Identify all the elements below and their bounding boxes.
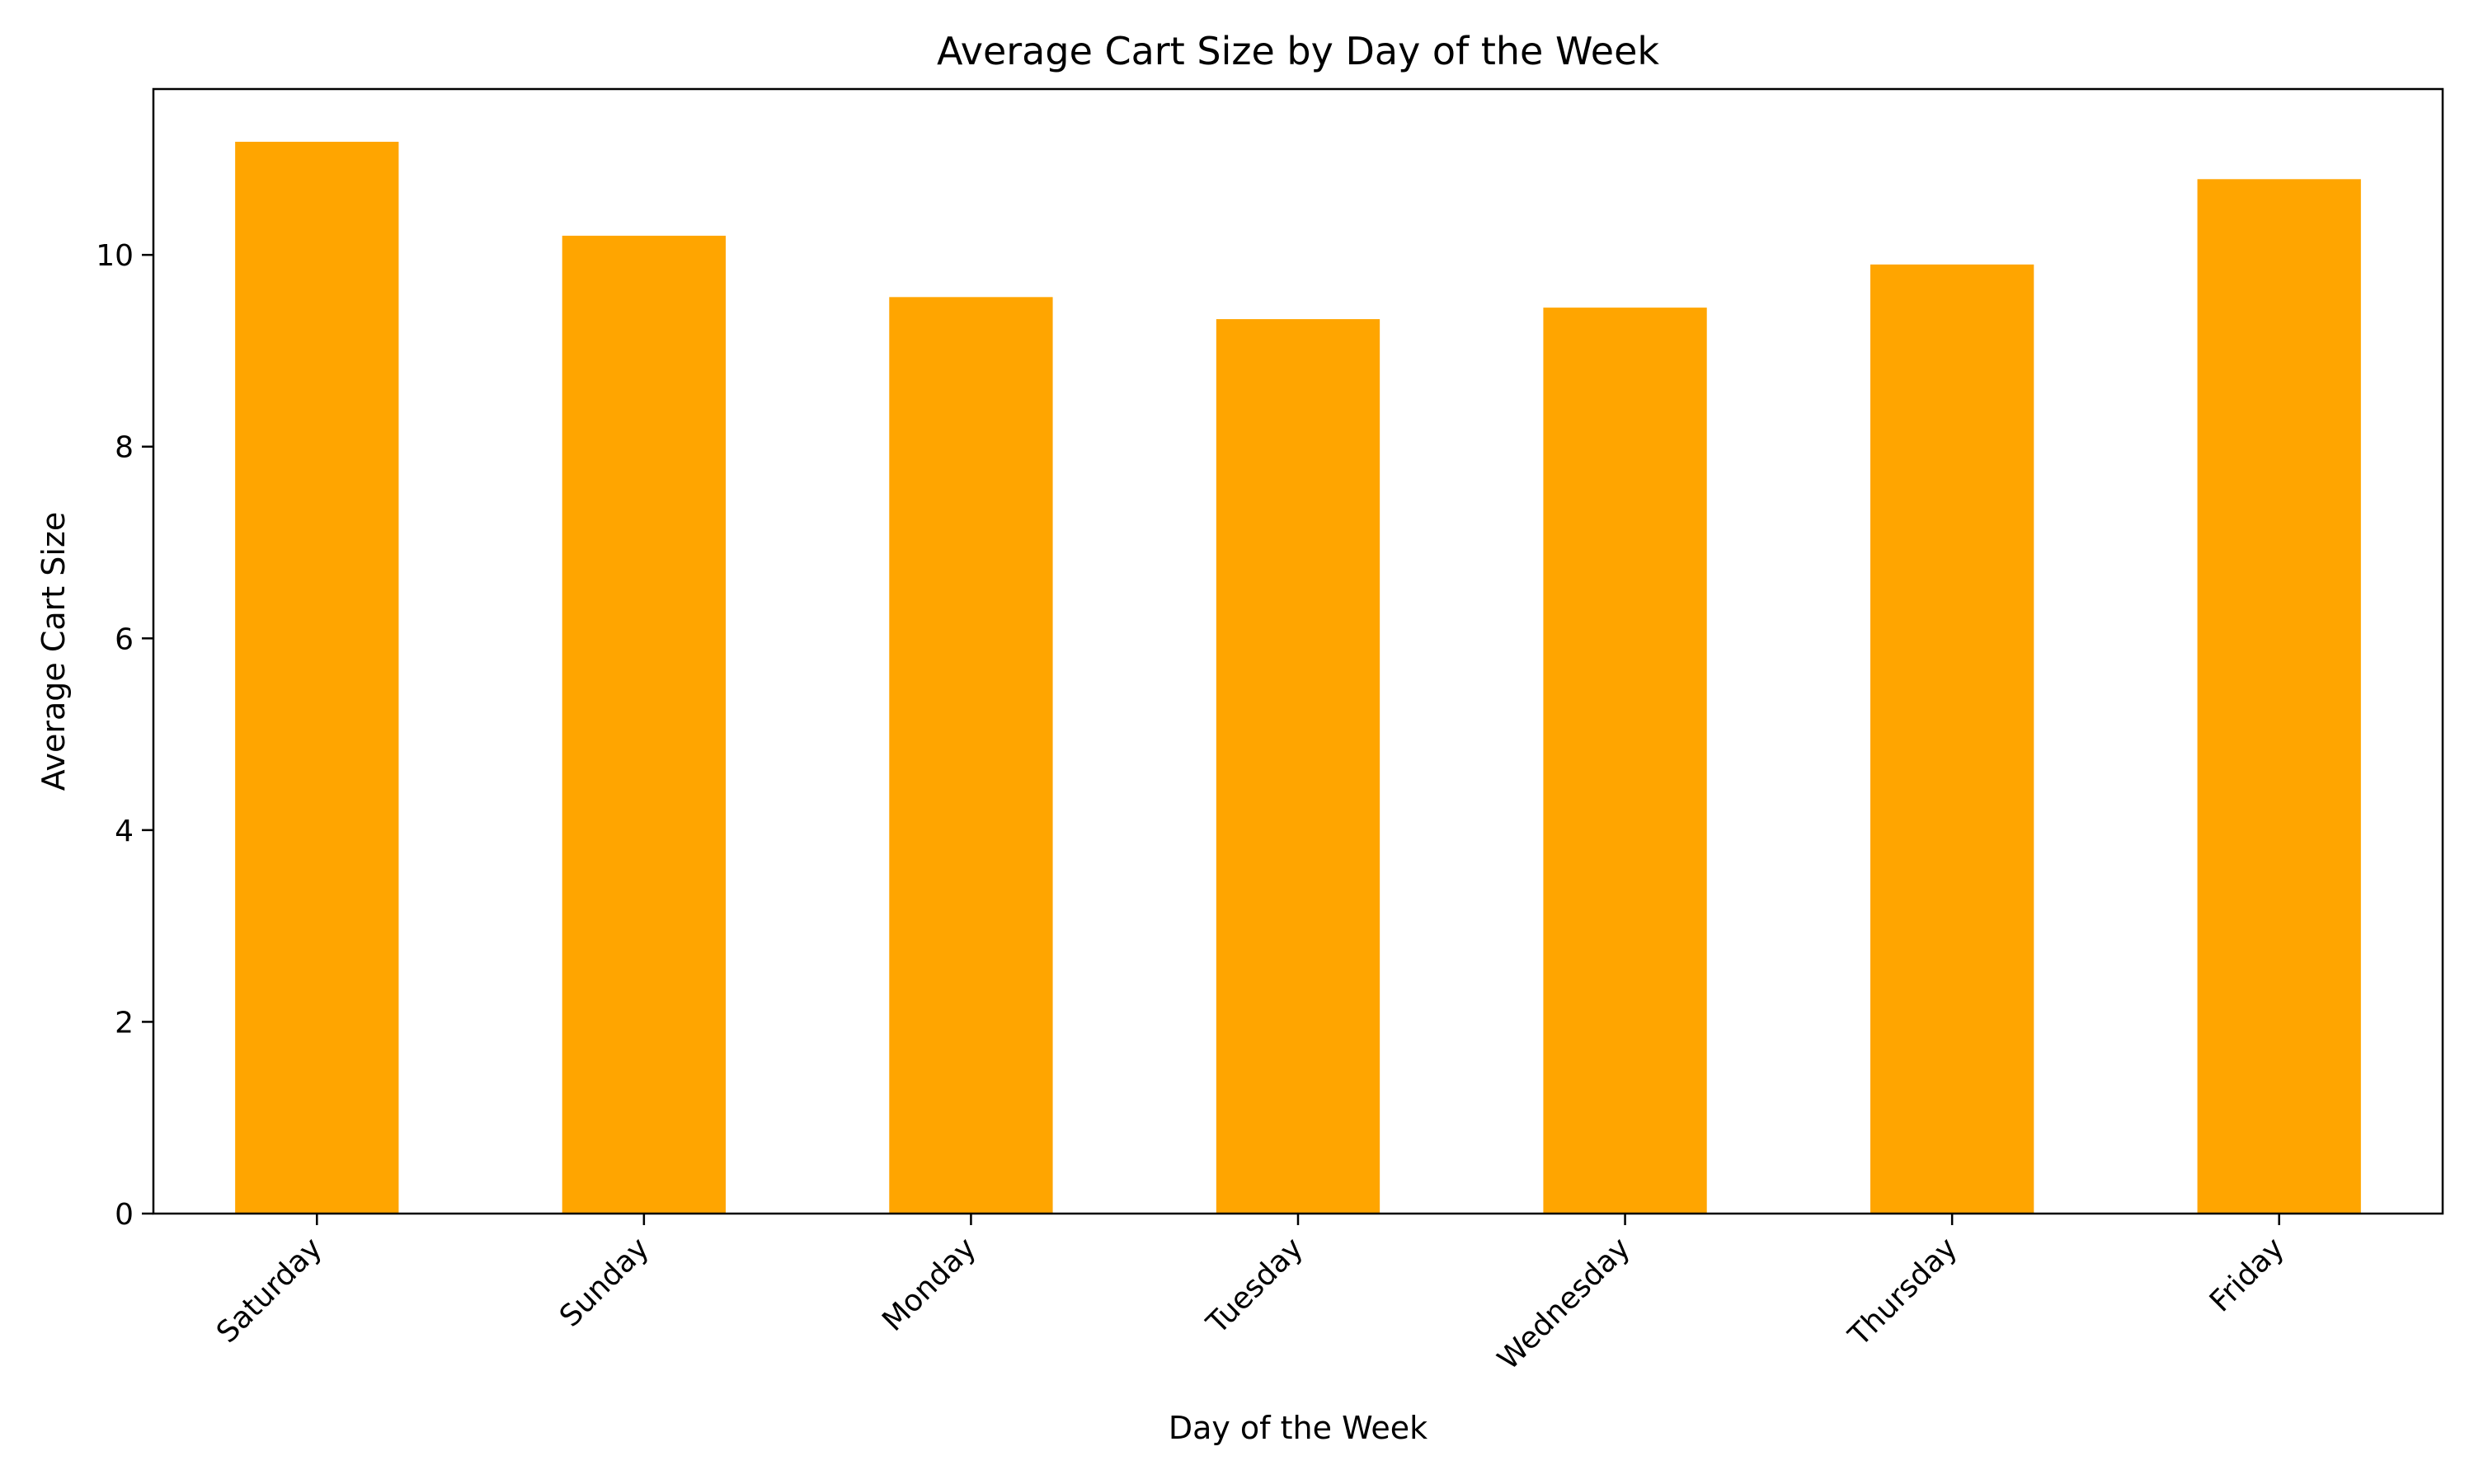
- bar-monday: [889, 297, 1053, 1214]
- x-tick-label: Thursday: [1841, 1231, 1964, 1353]
- y-tick-label: 2: [115, 1006, 134, 1040]
- bar-wednesday: [1543, 308, 1707, 1214]
- x-tick-label: Friday: [2204, 1231, 2291, 1318]
- y-axis-ticks: 0 2 4 6 8 10: [96, 239, 153, 1232]
- bars-group: [235, 141, 2361, 1214]
- y-tick-label: 6: [115, 622, 134, 656]
- x-tick-label: Wednesday: [1492, 1231, 1637, 1376]
- y-axis-label: Average Cart Size: [35, 512, 72, 791]
- y-tick-label: 10: [96, 239, 134, 273]
- bar-tuesday: [1216, 319, 1380, 1214]
- x-axis-ticks: Saturday Sunday Monday Tuesday Wednesday Thur…: [210, 1214, 2291, 1377]
- chart-title: Average Cart Size by Day of the Week: [937, 29, 1659, 73]
- y-tick-label: 4: [115, 815, 134, 848]
- x-tick-label: Monday: [876, 1231, 982, 1337]
- bar-friday: [2197, 179, 2361, 1214]
- bar-sunday: [562, 235, 726, 1214]
- x-tick-label: Saturday: [210, 1231, 329, 1350]
- bar-saturday: [235, 141, 399, 1214]
- y-tick-label: 0: [115, 1198, 134, 1232]
- y-tick-label: 8: [115, 431, 134, 465]
- x-tick-label: Sunday: [553, 1231, 656, 1333]
- x-tick-label: Tuesday: [1200, 1231, 1310, 1341]
- x-axis-label: Day of the Week: [1169, 1410, 1427, 1446]
- bar-thursday: [1870, 264, 2034, 1214]
